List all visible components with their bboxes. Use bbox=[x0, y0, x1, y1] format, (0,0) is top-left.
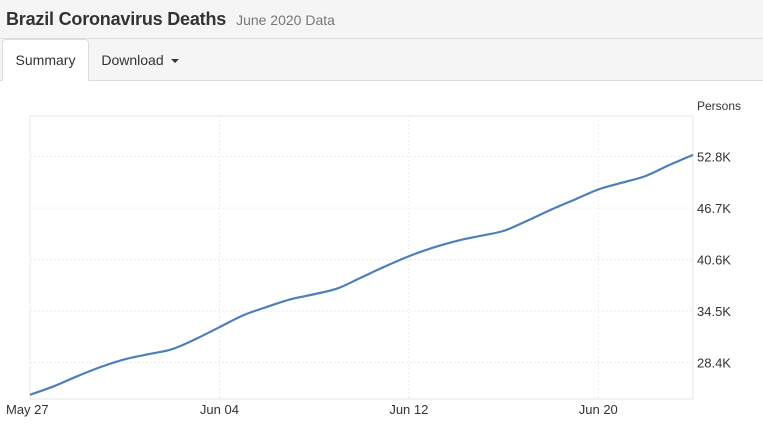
y-axis-label: Persons bbox=[697, 99, 741, 113]
tab-summary-label: Summary bbox=[15, 52, 76, 68]
series-line bbox=[29, 153, 694, 396]
x-tick-label: May 27 bbox=[6, 402, 49, 417]
x-tick-label: Jun 20 bbox=[579, 402, 618, 417]
line-chart: 28.4K 34.5K 40.6K 46.7K 52.8K May 27 Jun 04 Jun… bbox=[6, 99, 741, 417]
y-tick-label: 52.8K bbox=[697, 150, 731, 165]
caret-down-icon bbox=[170, 59, 179, 63]
y-tick-label: 40.6K bbox=[697, 253, 731, 268]
page-title: Brazil Coronavirus Deaths bbox=[6, 8, 227, 29]
tab-download[interactable]: Download bbox=[90, 39, 190, 81]
header-bar: Brazil Coronavirus Deaths June 2020 Data bbox=[0, 0, 763, 39]
page-subtitle: June 2020 Data bbox=[236, 12, 335, 28]
y-tick-label: 46.7K bbox=[697, 201, 731, 216]
x-tick-label: Jun 04 bbox=[200, 402, 239, 417]
plot-frame bbox=[29, 115, 694, 400]
tab-download-label: Download bbox=[101, 52, 164, 68]
x-tick-label: Jun 12 bbox=[389, 402, 428, 417]
y-tick-label: 34.5K bbox=[697, 304, 731, 319]
chart-container: 28.4K 34.5K 40.6K 46.7K 52.8K May 27 Jun 04 Jun… bbox=[0, 81, 763, 432]
tab-summary[interactable]: Summary bbox=[2, 39, 89, 81]
tab-bar: Summary Download bbox=[0, 39, 763, 81]
y-tick-label: 28.4K bbox=[697, 356, 731, 371]
